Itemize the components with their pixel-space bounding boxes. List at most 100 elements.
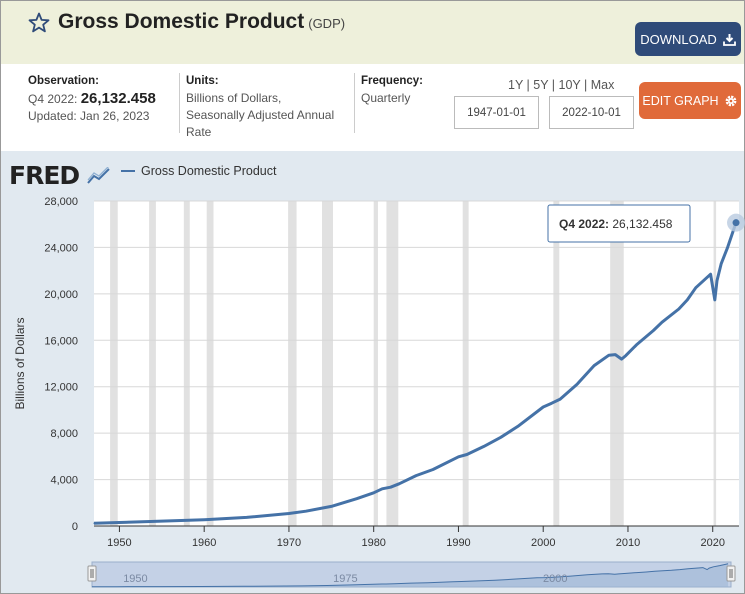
fred-chart-icon [87, 165, 110, 184]
data-point [161, 520, 163, 522]
recession-band [110, 201, 118, 526]
edit-graph-button[interactable]: EDIT GRAPH [639, 82, 741, 119]
end-date-input[interactable]: 2022-10-01 [549, 96, 634, 129]
recession-band [386, 201, 399, 526]
data-point [720, 263, 722, 265]
frequency-label: Frequency: [361, 75, 423, 87]
data-point [661, 321, 663, 323]
plot-background [94, 201, 739, 526]
observation-value: 26,132.458 [80, 90, 156, 107]
data-point [415, 475, 417, 477]
recession-band [713, 201, 717, 526]
data-point [373, 492, 375, 494]
data-point [466, 453, 468, 456]
download-label: DOWNLOAD [640, 31, 717, 47]
x-tick-label: 1980 [361, 537, 385, 549]
tooltip: Q4 2022: 26,132.458 [547, 204, 691, 243]
legend-label: Gross Domestic Product [141, 164, 277, 178]
navigator-line [91, 563, 729, 588]
data-point [245, 516, 248, 518]
tooltip-value: 26,132.458 [612, 217, 672, 231]
legend-swatch [121, 170, 135, 172]
data-point [517, 425, 519, 428]
observation-value-line: Q4 2022: 26,132.458 [28, 90, 156, 108]
download-button[interactable]: DOWNLOAD [635, 22, 741, 56]
units-line-2: Seasonally Adjusted Annual [186, 108, 335, 122]
navigator-area [92, 563, 729, 587]
fred-logo[interactable]: FRED [9, 161, 111, 190]
data-point [695, 287, 697, 289]
start-date-input[interactable]: 1947-01-01 [454, 96, 539, 129]
data-point [93, 522, 95, 524]
data-point [551, 402, 553, 404]
x-tick-label: 2010 [616, 537, 640, 549]
data-point [593, 365, 595, 367]
recession-band [206, 201, 214, 526]
y-tick-label: 4,000 [50, 475, 78, 487]
data-point [614, 353, 616, 356]
navigator-handle[interactable] [726, 565, 736, 582]
units-line-1: Billions of Dollars, [186, 91, 282, 105]
header-bar: Gross Domestic Product (GDP) DOWNLOAD [1, 1, 744, 64]
recession-band [373, 201, 378, 526]
data-point [203, 519, 205, 521]
data-point [483, 445, 485, 447]
data-point [576, 383, 578, 385]
recession-band [462, 201, 469, 526]
chart-legend[interactable]: Gross Domestic Product [121, 164, 276, 178]
data-point [635, 344, 638, 346]
divider [354, 73, 355, 133]
star-icon[interactable] [27, 11, 51, 35]
divider [179, 73, 180, 133]
recession-band [288, 201, 297, 526]
series-title: Gross Domestic Product [58, 10, 305, 33]
data-point [621, 358, 623, 360]
range-links[interactable]: 1Y | 5Y | 10Y | Max [508, 78, 615, 92]
y-tick-label: 16,000 [44, 335, 78, 347]
series-meta: Observation: Q4 2022: 26,132.458 Updated… [1, 65, 744, 151]
data-point [356, 498, 358, 500]
series-code: (GDP) [308, 16, 346, 31]
x-tick-label: 1960 [192, 537, 216, 549]
data-point [398, 483, 400, 485]
data-point [432, 468, 434, 471]
tooltip-box [547, 204, 691, 243]
observation-label: Observation: [28, 75, 99, 87]
navigator-label: 2000 [543, 573, 567, 585]
recession-band [321, 201, 334, 526]
page-title: Gross Domestic Product (GDP) [58, 10, 345, 34]
data-point [710, 273, 712, 275]
fred-logo-text: FRED [9, 161, 80, 190]
tooltip-period: Q4 2022: [559, 217, 612, 231]
highlight-point [732, 219, 740, 227]
x-tick-label: 1990 [446, 537, 470, 549]
y-axis-title: Billions of Dollars [13, 317, 27, 409]
edit-graph-label: EDIT GRAPH [642, 93, 719, 108]
data-point [390, 486, 392, 488]
recession-band [149, 201, 156, 526]
tooltip-text: Q4 2022: 26,132.458 [559, 217, 673, 231]
units-label: Units: [186, 75, 219, 87]
data-point [652, 329, 654, 332]
data-point [686, 299, 688, 301]
data-point [678, 308, 680, 310]
y-tick-label: 8,000 [50, 428, 78, 440]
x-tick-label: 1970 [277, 537, 301, 549]
data-point [716, 280, 718, 282]
units-block: Units: Billions of Dollars, Seasonally A… [186, 73, 334, 141]
observation-period: Q4 2022: [28, 92, 78, 106]
x-tick-label: 2000 [531, 537, 555, 549]
x-tick-label: 2020 [700, 537, 724, 549]
data-point [559, 398, 561, 400]
y-tick-label: 12,000 [44, 382, 78, 394]
navigator-label: 1950 [123, 573, 147, 585]
y-tick-label: 20,000 [44, 289, 78, 301]
recession-band [610, 201, 624, 526]
y-tick-label: 0 [72, 521, 78, 533]
data-point [330, 505, 332, 508]
frequency-value[interactable]: Quarterly [361, 91, 411, 105]
data-point [542, 406, 544, 408]
y-tick-label: 24,000 [44, 242, 78, 254]
navigator-handle[interactable] [87, 565, 97, 582]
